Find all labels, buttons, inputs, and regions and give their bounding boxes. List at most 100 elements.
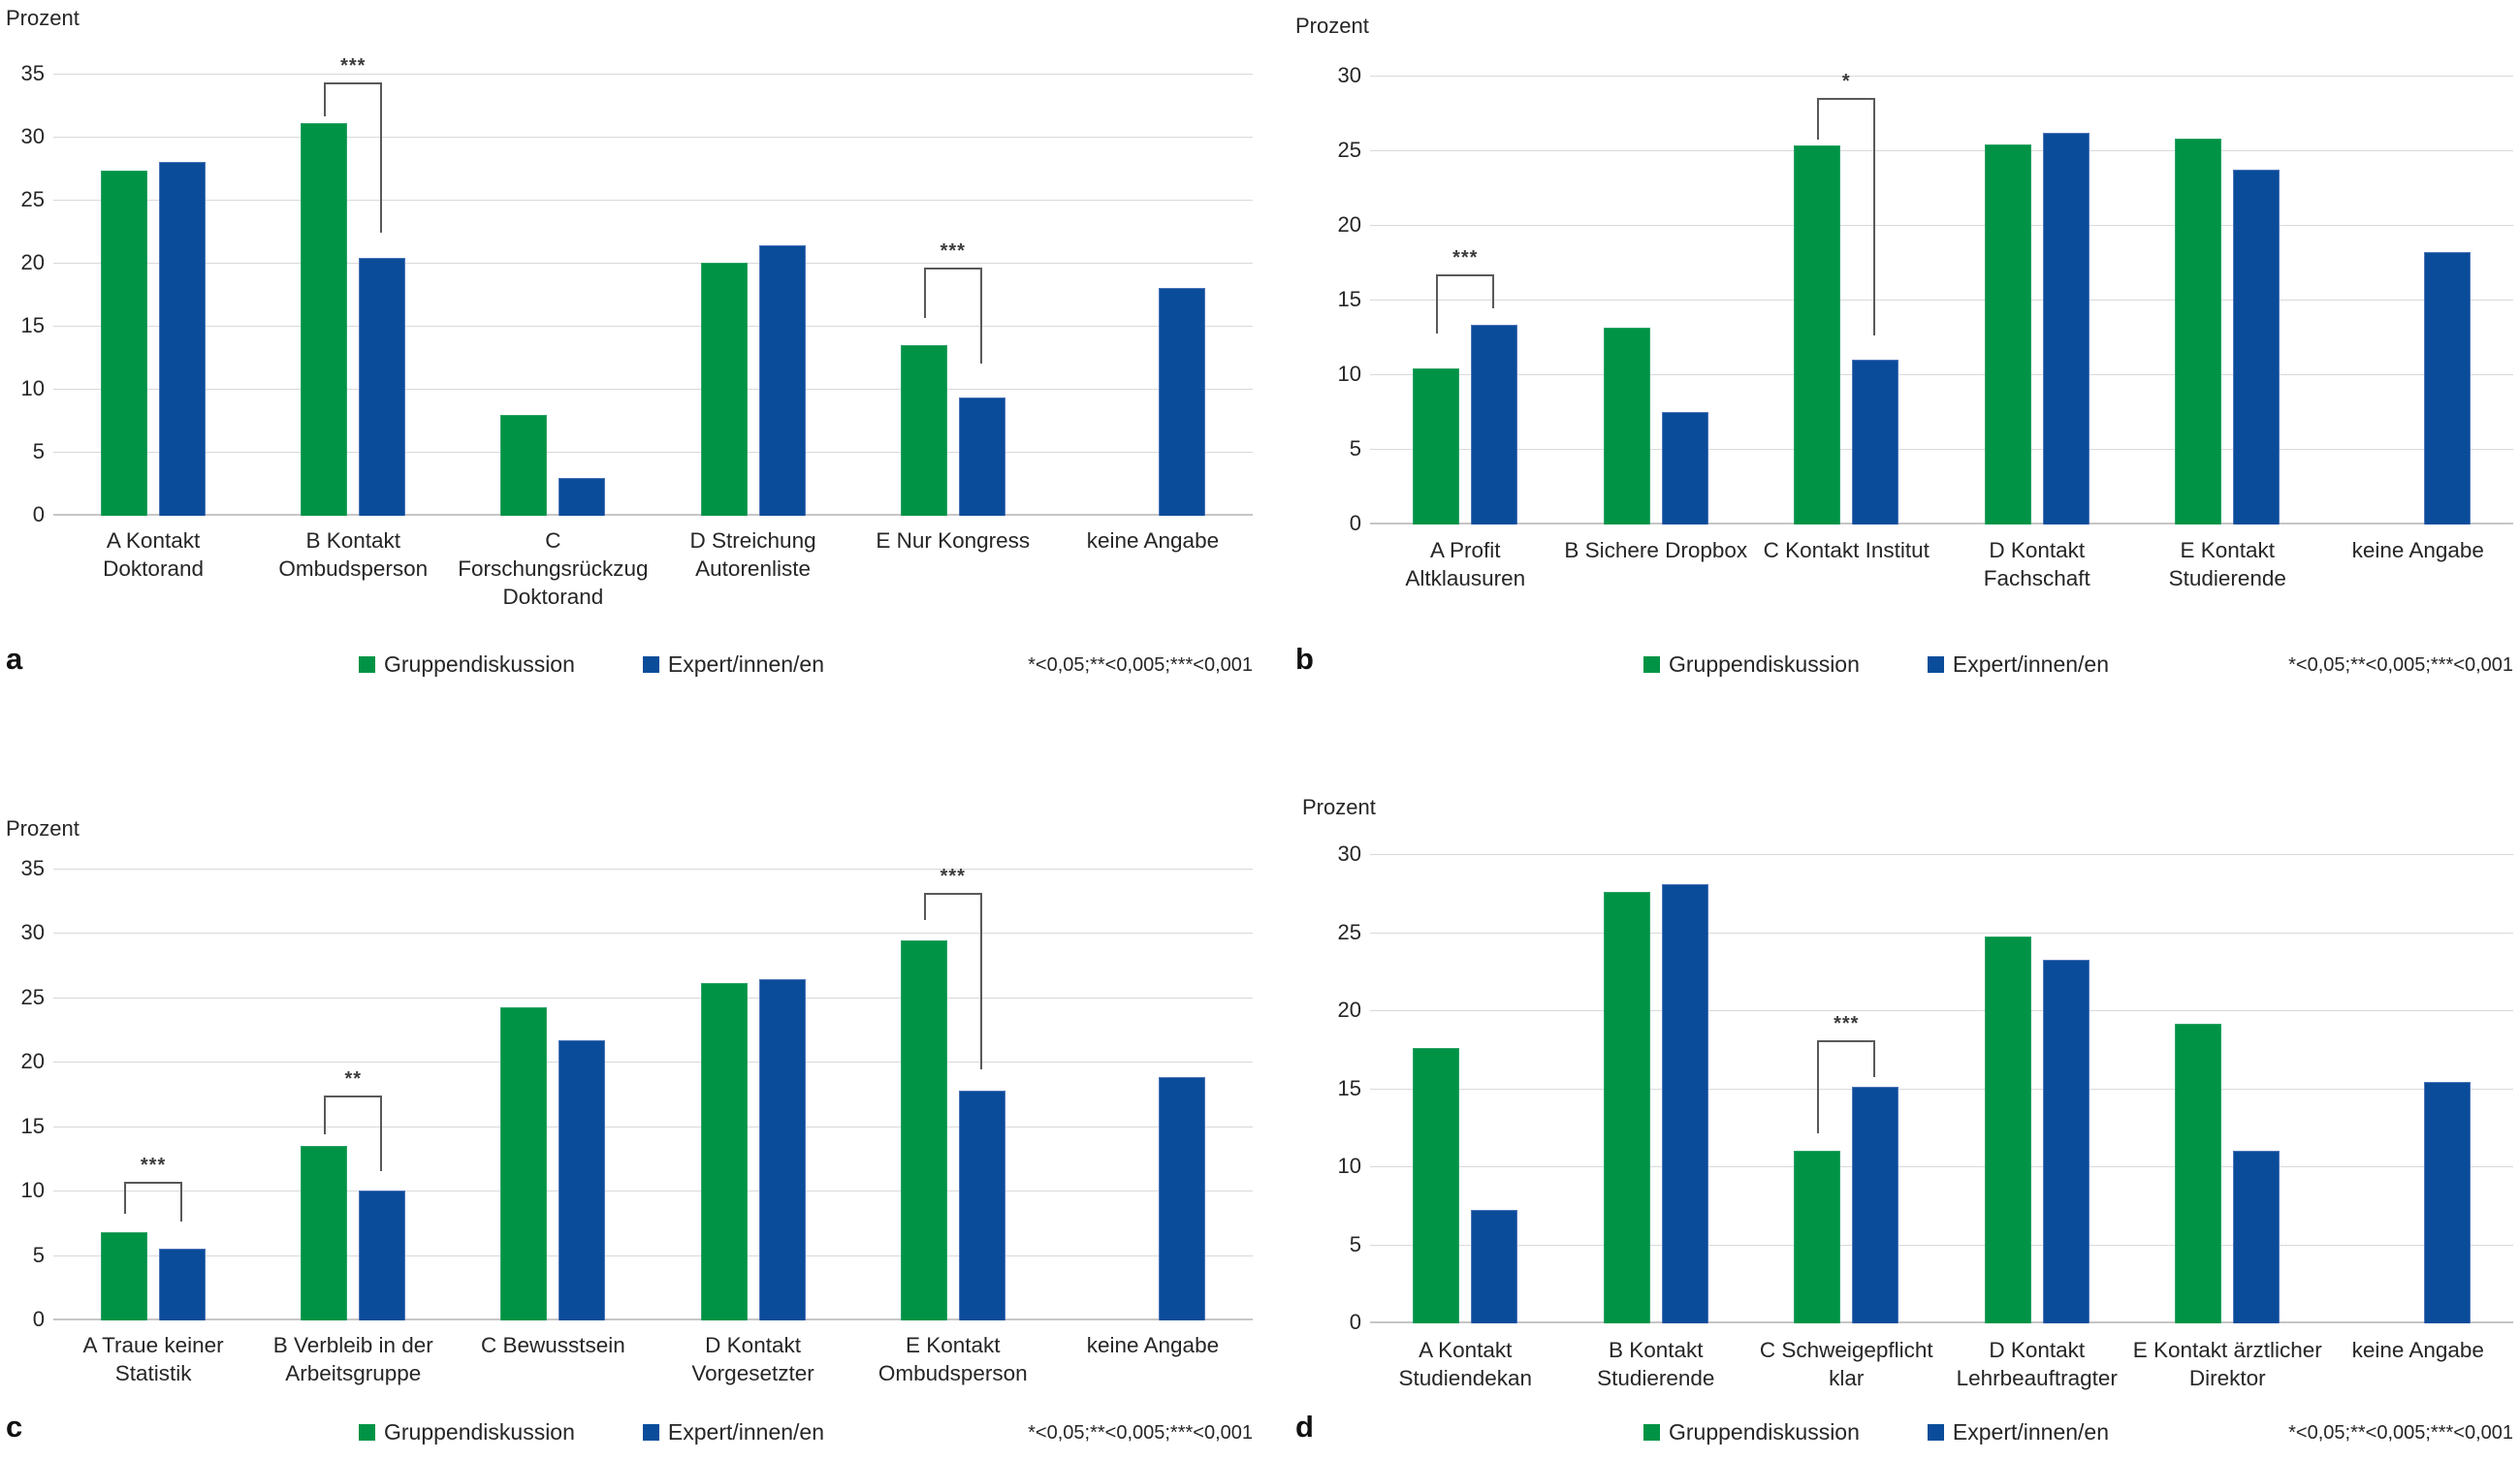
- significance-bracket-top: [324, 82, 383, 85]
- legend-label: Gruppendiskussion: [384, 651, 575, 677]
- bar-gruppendiskussion-2: [301, 122, 348, 516]
- bar-expertinnen-1: [1471, 1210, 1518, 1323]
- y-tick-label: 25: [1337, 138, 1361, 162]
- significance-stars: **: [344, 1067, 363, 1090]
- legend-swatch-green: [1643, 1424, 1660, 1441]
- legend-item-expertinnen: Expert/innen/en: [642, 651, 825, 678]
- significance-stars: ***: [140, 1154, 167, 1176]
- bar-expertinnen-2: [1661, 883, 1708, 1323]
- bar-expertinnen-5: [2233, 170, 2281, 524]
- x-category-label: keine Angabe: [1086, 528, 1220, 553]
- significance-bracket-right-tick: [1873, 1039, 1876, 1078]
- significance-bracket-left-tick: [1817, 98, 1820, 141]
- x-category-label: C: [545, 528, 561, 553]
- x-category-label: Autorenliste: [695, 556, 811, 581]
- y-tick-label: 20: [1337, 212, 1361, 237]
- bar-expertinnen-4: [2042, 960, 2089, 1323]
- panel-letter-b: b: [1295, 642, 1314, 676]
- significance-bracket-right-tick: [180, 1181, 183, 1222]
- significance-bracket-top: [1817, 98, 1876, 101]
- y-tick-label: 10: [20, 376, 45, 400]
- y-tick-label: 5: [32, 1242, 45, 1267]
- legend-swatch-blue: [1927, 1424, 1944, 1441]
- x-category-label: D Kontakt: [1989, 1338, 2086, 1362]
- bar-gruppendiskussion-3: [1794, 1150, 1841, 1323]
- bar-expertinnen-4: [758, 244, 806, 516]
- legend: Gruppendiskussion Expert/innen/en: [1643, 651, 2264, 678]
- bar-gruppendiskussion-2: [1603, 891, 1650, 1323]
- x-category-label: A Profit: [1429, 538, 1501, 562]
- bar-expertinnen-1: [159, 1248, 207, 1320]
- y-tick-label: 10: [1337, 1154, 1361, 1178]
- legend: Gruppendiskussion Expert/innen/en: [359, 651, 979, 678]
- bar-gruppendiskussion-5: [900, 344, 947, 516]
- significance-bracket-right-tick: [1873, 98, 1876, 335]
- bar-gruppendiskussion-3: [500, 1007, 548, 1320]
- bar-gruppendiskussion-4: [1984, 143, 2031, 524]
- x-category-label: keine Angabe: [2351, 538, 2484, 562]
- gridline: [53, 452, 1253, 453]
- bar-expertinnen-3: [1852, 359, 1899, 524]
- significance-stars: ***: [940, 240, 966, 263]
- x-axis-line: [1370, 523, 2513, 524]
- bar-gruppendiskussion-4: [1984, 937, 2031, 1323]
- x-category-label: Fachschaft: [1983, 566, 2090, 590]
- y-axis-title: Prozent: [6, 6, 80, 30]
- significance-bracket-right-tick: [380, 1095, 383, 1172]
- bar-gruppendiskussion-1: [1413, 1047, 1460, 1323]
- gridline: [1370, 1244, 2513, 1246]
- gridline: [53, 74, 1253, 75]
- legend-label: Gruppendiskussion: [384, 1419, 575, 1445]
- bar-expertinnen-1: [1471, 325, 1518, 524]
- x-category-label: A Kontakt: [106, 528, 201, 553]
- significance-bracket-left-tick: [1436, 273, 1439, 334]
- legend-item-gruppendiskussion: Gruppendiskussion: [359, 651, 575, 678]
- significance-stars: ***: [340, 55, 367, 78]
- x-category-label: Altklausuren: [1405, 566, 1526, 590]
- x-category-label: Ombudsperson: [278, 556, 429, 581]
- x-category-label: Direktor: [2188, 1366, 2266, 1390]
- x-category-label: D Kontakt: [1989, 538, 2086, 562]
- y-tick-label: 25: [20, 984, 45, 1009]
- x-category-label: Lehrbeauftragter: [1956, 1366, 2118, 1390]
- bar-expertinnen-5: [958, 397, 1005, 516]
- significance-bracket-top: [1817, 1039, 1876, 1042]
- legend: Gruppendiskussion Expert/innen/en: [359, 1419, 979, 1445]
- y-tick-label: 30: [1337, 842, 1361, 866]
- legend-swatch-green: [1643, 656, 1660, 673]
- x-category-label: Ombudsperson: [877, 1361, 1028, 1385]
- x-category-label: Studierende: [1597, 1366, 1715, 1390]
- bar-expertinnen-4: [2042, 132, 2089, 524]
- significance-stars: ***: [1452, 246, 1479, 269]
- x-category-label: A Kontakt: [1419, 1338, 1513, 1362]
- legend-label: Gruppendiskussion: [1669, 651, 1860, 677]
- x-category-label: Studiendekan: [1398, 1366, 1533, 1390]
- legend-label: Expert/innen/en: [667, 1419, 825, 1445]
- x-category-label: Forschungsrückzug: [458, 556, 649, 581]
- gridline: [1370, 854, 2513, 855]
- y-tick-label: 0: [32, 1307, 45, 1331]
- x-category-label: E Kontakt: [905, 1333, 1001, 1357]
- bar-gruppendiskussion-5: [2175, 1024, 2222, 1323]
- x-axis-line: [1370, 1321, 2513, 1323]
- y-tick-label: 25: [20, 187, 45, 211]
- gridline: [53, 933, 1253, 935]
- bar-gruppendiskussion-1: [101, 1231, 148, 1320]
- bar-gruppendiskussion-2: [301, 1145, 348, 1320]
- y-tick-label: 35: [20, 61, 45, 85]
- gridline: [1370, 1166, 2513, 1167]
- y-tick-label: 0: [1349, 1310, 1361, 1334]
- x-category-label: A Traue keiner: [82, 1333, 224, 1357]
- legend-label: Expert/innen/en: [1952, 651, 2110, 677]
- legend-label: Expert/innen/en: [667, 651, 825, 677]
- legend-item-expertinnen: Expert/innen/en: [1927, 1419, 2109, 1445]
- bar-gruppendiskussion-5: [900, 940, 947, 1320]
- significance-footnote: *<0,05;**<0,005;***<0,001: [2288, 1422, 2513, 1444]
- x-category-label: D Kontakt: [705, 1333, 801, 1357]
- panel-letter-a: a: [6, 642, 23, 676]
- gridline: [1370, 1088, 2513, 1090]
- gridline: [53, 997, 1253, 999]
- legend-swatch-green: [359, 656, 375, 673]
- gridline: [1370, 932, 2513, 934]
- x-category-label: E Nur Kongress: [876, 528, 1031, 553]
